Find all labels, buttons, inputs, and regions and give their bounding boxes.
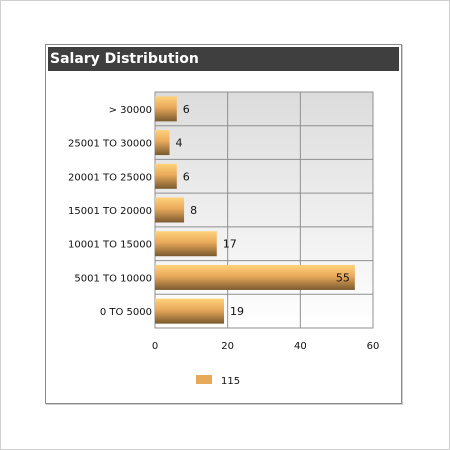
bar	[155, 197, 185, 223]
x-tick-label: 20	[221, 341, 234, 352]
bar	[155, 298, 225, 324]
x-tick-label: 60	[367, 341, 380, 352]
bar	[155, 130, 170, 156]
data-label: 6	[183, 103, 190, 116]
panel-title: Salary Distribution	[48, 47, 399, 71]
category-label: 15001 TO 20000	[68, 206, 152, 217]
legend-swatch	[196, 375, 212, 384]
category-label: 20001 TO 25000	[68, 172, 152, 183]
bar	[155, 231, 217, 257]
plot-area	[154, 91, 374, 329]
bar	[155, 96, 177, 122]
data-label: 19	[230, 305, 244, 318]
legend-label: 115	[221, 376, 240, 387]
category-label: 5001 TO 10000	[74, 273, 152, 284]
x-tick-label: 40	[294, 341, 307, 352]
category-label: 10001 TO 15000	[68, 240, 152, 251]
data-label: 55	[336, 271, 350, 284]
category-label: 25001 TO 30000	[68, 139, 152, 150]
data-label: 17	[223, 238, 237, 251]
data-label: 8	[190, 204, 197, 217]
bar	[155, 163, 177, 189]
data-label: 6	[183, 170, 190, 183]
category-label: > 30000	[109, 105, 152, 116]
category-label: 0 TO 5000	[100, 307, 152, 318]
data-label: 4	[176, 137, 183, 150]
x-tick-label: 0	[152, 341, 158, 352]
bar	[155, 264, 355, 290]
